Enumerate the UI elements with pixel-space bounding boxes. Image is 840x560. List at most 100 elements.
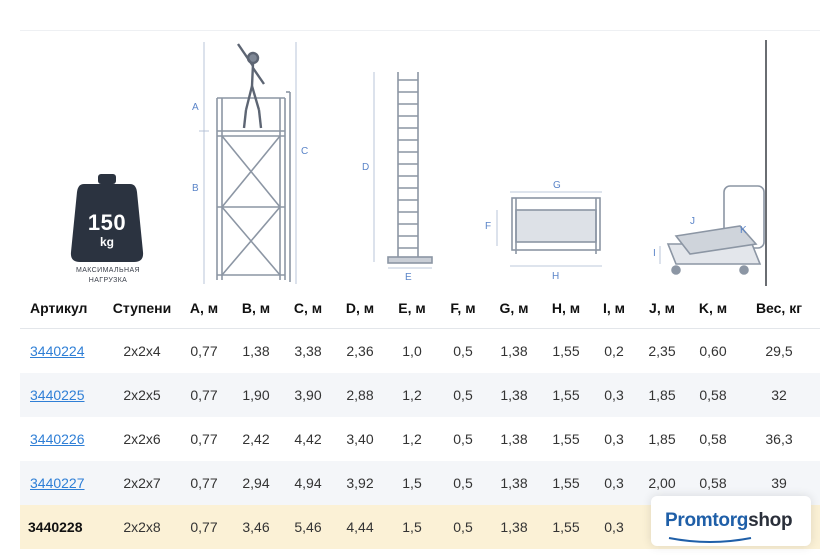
dim-label-e: E — [405, 272, 412, 283]
dim-label-k: K — [740, 225, 747, 236]
dim-label-f: F — [485, 221, 492, 232]
brand-wordmark-part2: shop — [748, 510, 793, 531]
column-header: H, м — [540, 288, 592, 329]
dim-label-d: D — [362, 162, 370, 173]
table-cell: 0,5 — [453, 431, 473, 447]
table-row: 3440226 2x2x6 0,77 2,42 4,42 3,40 1,2 0,… — [20, 417, 820, 461]
column-header: A, м — [178, 288, 230, 329]
max-load-caption-line2: НАГРУЗКА — [88, 277, 128, 284]
table-cell: 0,77 — [178, 505, 230, 549]
table-cell: 3,46 — [230, 505, 282, 549]
max-load-value: 150 — [87, 210, 127, 235]
column-header: Ступени — [106, 288, 178, 329]
article-current: 3440228 — [20, 505, 106, 549]
table-cell: 2x2x6 — [123, 431, 161, 447]
column-header: C, м — [282, 288, 334, 329]
table-cell: 0,77 — [190, 431, 218, 447]
table-cell: 5,46 — [282, 505, 334, 549]
table-cell: 4,42 — [294, 431, 322, 447]
table-cell: 0,58 — [688, 373, 738, 417]
table-cell: 1,38 — [500, 343, 528, 359]
table-cell: 0,60 — [699, 343, 727, 359]
platform-drawing — [511, 197, 601, 254]
column-header: E, м — [386, 288, 438, 329]
table-cell: 1,38 — [488, 505, 540, 549]
table-cell: 1,38 — [500, 431, 528, 447]
table-cell: 3,92 — [334, 461, 386, 505]
table-cell: 4,44 — [334, 505, 386, 549]
table-cell: 0,5 — [453, 343, 473, 359]
ladder-drawing — [387, 72, 433, 264]
article-link[interactable]: 3440226 — [30, 431, 85, 447]
dim-label-c: C — [301, 146, 309, 157]
table-cell: 0,5 — [438, 505, 488, 549]
brand-logo: Promtorgshop — [651, 496, 811, 546]
table-cell: 2x2x8 — [106, 505, 178, 549]
table-cell: 0,2 — [604, 343, 624, 359]
max-load-caption: МАКСИМАЛЬНАЯ НАГРУЗКА — [62, 266, 154, 286]
table-cell: 0,3 — [592, 373, 636, 417]
table-cell: 2,42 — [242, 431, 270, 447]
article-link[interactable]: 3440225 — [30, 387, 85, 403]
table-row: 3440225 2x2x5 0,77 1,90 3,90 2,88 1,2 0,… — [20, 373, 820, 417]
table-cell: 1,0 — [402, 343, 422, 359]
table-row: 3440227 2x2x7 0,77 2,94 4,94 3,92 1,5 0,… — [20, 461, 820, 505]
top-divider — [20, 30, 820, 31]
table-cell: 0,5 — [438, 461, 488, 505]
brand-wordmark-part1: Promtorg — [665, 510, 749, 531]
table-cell: 29,5 — [765, 343, 793, 359]
table-cell: 1,90 — [230, 373, 282, 417]
trolley-drawing — [666, 185, 765, 275]
table-cell: 1,55 — [540, 505, 592, 549]
table-cell: 1,38 — [488, 373, 540, 417]
table-cell: 3,90 — [282, 373, 334, 417]
column-header: F, м — [438, 288, 488, 329]
table-cell: 0,3 — [592, 505, 636, 549]
scaffold-drawing — [216, 91, 291, 282]
max-load-unit: kg — [99, 235, 114, 249]
brand-wordmark: Promtorgshop — [665, 510, 793, 532]
max-load-badge: 150 kg — [74, 174, 140, 264]
table-cell: 1,55 — [540, 373, 592, 417]
column-header: J, м — [636, 288, 688, 329]
weight-icon — [70, 174, 144, 262]
table-cell: 0,77 — [178, 461, 230, 505]
table-cell: 4,94 — [282, 461, 334, 505]
table-cell: 0,5 — [438, 373, 488, 417]
table-cell: 1,55 — [552, 431, 580, 447]
table-cell: 1,5 — [386, 505, 438, 549]
table-cell: 1,55 — [540, 461, 592, 505]
article-link[interactable]: 3440227 — [30, 475, 85, 491]
dim-label-j: J — [690, 216, 695, 227]
dim-label-h: H — [552, 271, 560, 282]
table-cell: 2,35 — [648, 343, 676, 359]
table-cell: 2x2x5 — [106, 373, 178, 417]
brand-swoosh-icon — [668, 537, 752, 543]
column-header: G, м — [488, 288, 540, 329]
dim-label-i: I — [653, 248, 656, 259]
table-cell: 1,2 — [386, 373, 438, 417]
table-cell: 1,2 — [402, 431, 422, 447]
table-cell: 1,55 — [552, 343, 580, 359]
table-cell: 1,85 — [648, 431, 676, 447]
dim-label-b: B — [192, 183, 199, 194]
table-cell: 2,88 — [334, 373, 386, 417]
table-cell: 1,85 — [636, 373, 688, 417]
table-cell: 1,38 — [488, 461, 540, 505]
column-header: K, м — [688, 288, 738, 329]
table-cell: 2,94 — [230, 461, 282, 505]
table-cell: 2x2x4 — [123, 343, 161, 359]
table-cell: 0,58 — [699, 431, 727, 447]
table-header-row: Артикул Ступени A, м B, м C, м D, м E, м… — [20, 288, 820, 329]
table-cell: 2,36 — [346, 343, 374, 359]
column-header: D, м — [334, 288, 386, 329]
table-row: 3440224 2x2x4 0,77 1,38 3,38 2,36 1,0 0,… — [20, 329, 820, 374]
dim-label-a: A — [192, 102, 199, 113]
table-cell: 1,5 — [386, 461, 438, 505]
table-cell: 0,77 — [190, 343, 218, 359]
product-dimension-diagram: 150 kg МАКСИМАЛЬНАЯ НАГРУЗКА A B C D E F… — [62, 40, 767, 286]
article-link[interactable]: 3440224 — [30, 343, 85, 359]
column-header: Вес, кг — [738, 288, 820, 329]
column-header: I, м — [592, 288, 636, 329]
person-figure — [237, 43, 265, 129]
